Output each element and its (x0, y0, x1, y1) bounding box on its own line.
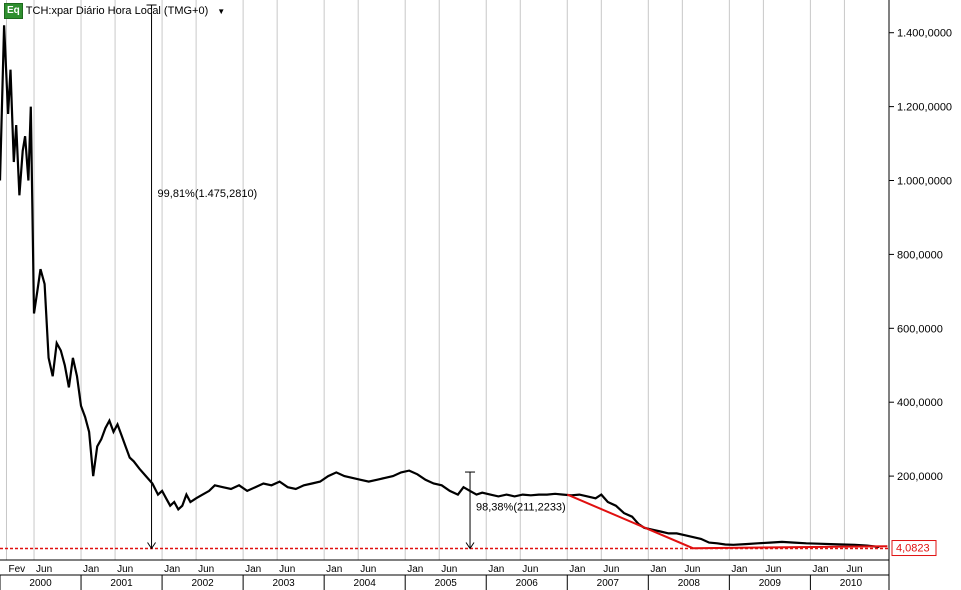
x-month-label: Jan (326, 564, 342, 575)
x-year-label: 2002 (191, 578, 214, 589)
y-tick-label: 800,0000 (897, 249, 943, 261)
x-month-label: Jan (407, 564, 423, 575)
eq-badge: Eq (4, 3, 23, 19)
x-month-label: Jun (198, 564, 214, 575)
x-year-label: 2001 (110, 578, 133, 589)
x-month-label: Jun (522, 564, 538, 575)
symbol-title: TCH:xpar Diário Hora Local (TMG+0) (25, 5, 209, 17)
x-year-label: 2003 (273, 578, 296, 589)
x-month-label: Jan (83, 564, 99, 575)
last-price-label: 4,0823 (896, 543, 930, 555)
x-month-label: Jun (765, 564, 781, 575)
x-year-label: 2006 (516, 578, 539, 589)
y-tick-label: 1.000,0000 (897, 176, 952, 188)
y-tick-label: 1.400,0000 (897, 28, 952, 40)
x-month-label: Jun (117, 564, 133, 575)
y-tick-label: 200,0000 (897, 471, 943, 483)
x-month-label: Jun (441, 564, 457, 575)
drawdown-label: 99,81%(1.475,2810) (158, 188, 258, 200)
x-month-label: Jun (279, 564, 295, 575)
x-year-label: 2009 (759, 578, 782, 589)
y-tick-label: 1.200,0000 (897, 102, 952, 114)
x-year-label: 2000 (29, 578, 52, 589)
drawdown-label: 98,38%(211,2233) (476, 501, 566, 513)
x-year-label: 2008 (678, 578, 701, 589)
x-month-label: Jun (360, 564, 376, 575)
x-month-label: Jan (731, 564, 747, 575)
x-month-label: Jun (603, 564, 619, 575)
x-month-label: Jan (488, 564, 504, 575)
symbol-header[interactable]: Eq TCH:xpar Diário Hora Local (TMG+0) ▼ (4, 3, 225, 19)
x-month-label: Jan (812, 564, 828, 575)
x-month-label: Jan (650, 564, 666, 575)
x-month-label: Jan (164, 564, 180, 575)
x-year-label: 2010 (840, 578, 863, 589)
y-tick-label: 600,0000 (897, 323, 943, 335)
price-series-line (0, 25, 880, 549)
last-price-box (891, 540, 937, 557)
x-month-label: Fev (8, 564, 25, 575)
x-month-label: Jun (846, 564, 862, 575)
drawdown-arrowhead (147, 542, 156, 550)
y-tick-label: 400,0000 (897, 397, 943, 409)
drawdown-arrowhead (465, 542, 475, 550)
x-year-label: 2004 (354, 578, 377, 589)
x-month-label: Jan (569, 564, 585, 575)
trend-line (566, 493, 888, 550)
dropdown-arrow-icon[interactable]: ▼ (217, 6, 226, 16)
x-month-label: Jun (36, 564, 52, 575)
x-year-label: 2005 (435, 578, 458, 589)
x-year-label: 2007 (597, 578, 620, 589)
x-month-label: Jun (684, 564, 700, 575)
x-month-label: Jan (245, 564, 261, 575)
